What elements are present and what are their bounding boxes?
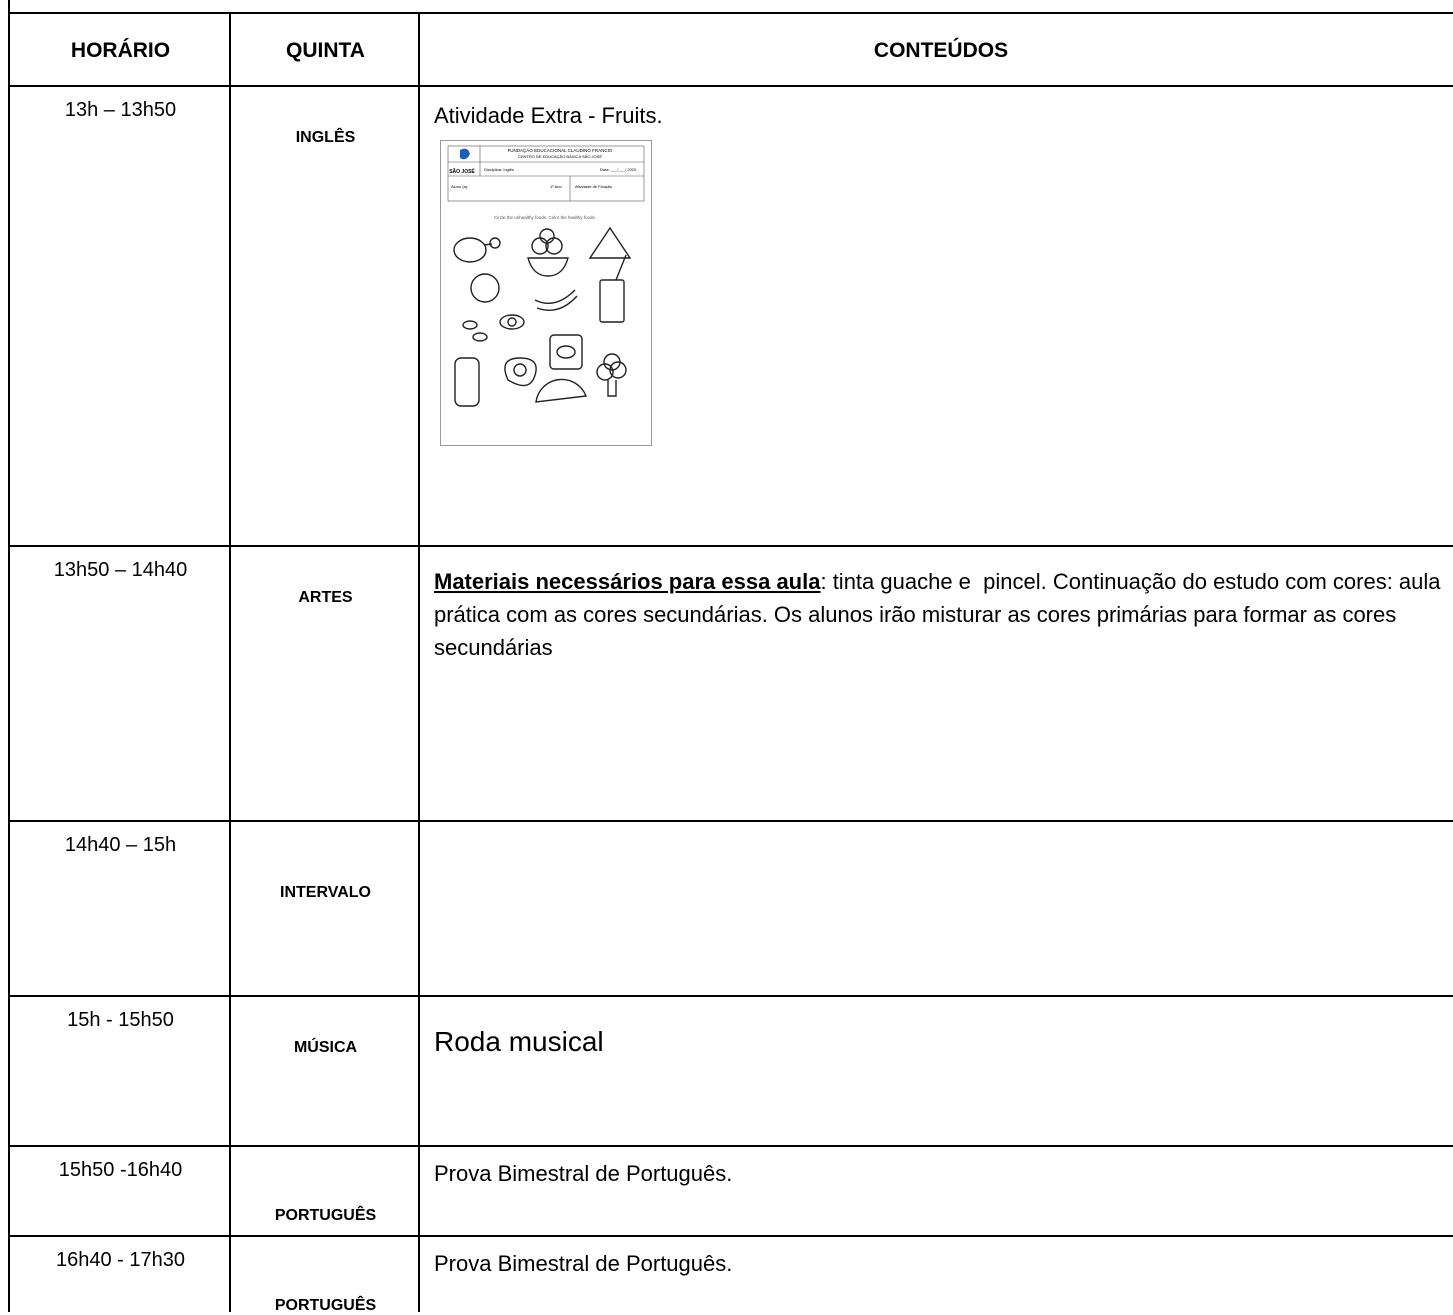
time-cell: 15h50 -16h40 (8, 1145, 231, 1237)
subject-cell: PORTUGUÊS (229, 1235, 420, 1314)
border (8, 0, 10, 12)
time: 16h40 - 17h30 (55, 1249, 185, 1271)
subject-cell: MÚSICA (229, 995, 420, 1147)
time: 15h - 15h50 (67, 1009, 174, 1031)
header-text: QUINTA (286, 38, 365, 62)
subject: INTERVALO (280, 884, 371, 901)
header-text: CONTEÚDOS (873, 38, 1009, 62)
time: 13h50 – 14h40 (53, 559, 188, 581)
activity: Atividade de Fixação (575, 184, 613, 189)
content-text: Atividade Extra - Fruits. (434, 103, 663, 128)
date: Data: ___/___/ 2020 (600, 167, 637, 172)
worksheet-image: SÃO JOSÉ FUNDAÇÃO EDUCACIONAL CLAUDINO F… (440, 140, 652, 446)
logo-text: SÃO JOSÉ (449, 167, 475, 175)
subject-cell: PORTUGUÊS (229, 1145, 420, 1237)
content: Atividade Extra - Fruits. (420, 87, 1453, 132)
time-cell: 14h40 – 15h (8, 820, 231, 997)
student: Aluno (a): (451, 184, 468, 189)
time-cell: 13h – 13h50 (8, 85, 231, 547)
logo (460, 148, 470, 160)
center: CENTRO DE EDUCAÇÃO BÁSICA SÃO JOSÉ (518, 154, 602, 159)
subject: ARTES (298, 589, 353, 606)
subject: PORTUGUÊS (274, 1297, 377, 1314)
subject-cell: INGLÊS (229, 85, 420, 547)
content-text: Prova Bimestral de Português. (434, 1251, 733, 1276)
time-cell: 13h50 – 14h40 (8, 545, 231, 822)
header-cell: QUINTA (229, 12, 420, 87)
grade: 1º Ano (550, 184, 562, 189)
content-text: Prova Bimestral de Português. (434, 1161, 733, 1186)
subject: Disciplina: Inglês (484, 167, 514, 172)
school: FUNDAÇÃO EDUCACIONAL CLAUDINO FRANCIO (508, 147, 613, 153)
content-emphasis: Materiais necessários para essa aula (434, 569, 821, 594)
time-cell: 15h - 15h50 (8, 995, 231, 1147)
content: Prova Bimestral de Português. (420, 1237, 1453, 1280)
subject-cell: INTERVALO (229, 820, 420, 997)
subject: INGLÊS (295, 129, 356, 146)
content-text: Roda musical (434, 1026, 604, 1057)
subject: MÚSICA (293, 1039, 358, 1056)
header-cell: CONTEÚDOS (418, 12, 1453, 87)
content: Prova Bimestral de Português. (420, 1147, 1453, 1190)
content-cell: Prova Bimestral de Português. (418, 1145, 1453, 1237)
content: Materiais necessários para essa aula: ti… (420, 547, 1453, 664)
content-text: : tinta guache e pincel. Continuação do … (434, 569, 1447, 660)
subject-cell: ARTES (229, 545, 420, 822)
header-text: HORÁRIO (70, 38, 171, 62)
time: 14h40 – 15h (64, 834, 177, 856)
food-drawings (453, 226, 632, 407)
header-cell: HORÁRIO (8, 12, 231, 87)
content-cell: Materiais necessários para essa aula: ti… (418, 545, 1453, 822)
time: 13h – 13h50 (64, 99, 177, 121)
content-cell: Roda musical (418, 995, 1453, 1147)
content-cell: Prova Bimestral de Português. (418, 1235, 1453, 1312)
subject: PORTUGUÊS (274, 1207, 377, 1224)
time: 15h50 -16h40 (58, 1159, 183, 1181)
content-cell: Atividade Extra - Fruits. (418, 85, 1453, 547)
instruction: Circle the unhealthy foods. Color the he… (494, 215, 596, 220)
content: Roda musical (420, 997, 1453, 1058)
time-cell: 16h40 - 17h30 (8, 1235, 231, 1312)
content-cell (418, 820, 1453, 997)
